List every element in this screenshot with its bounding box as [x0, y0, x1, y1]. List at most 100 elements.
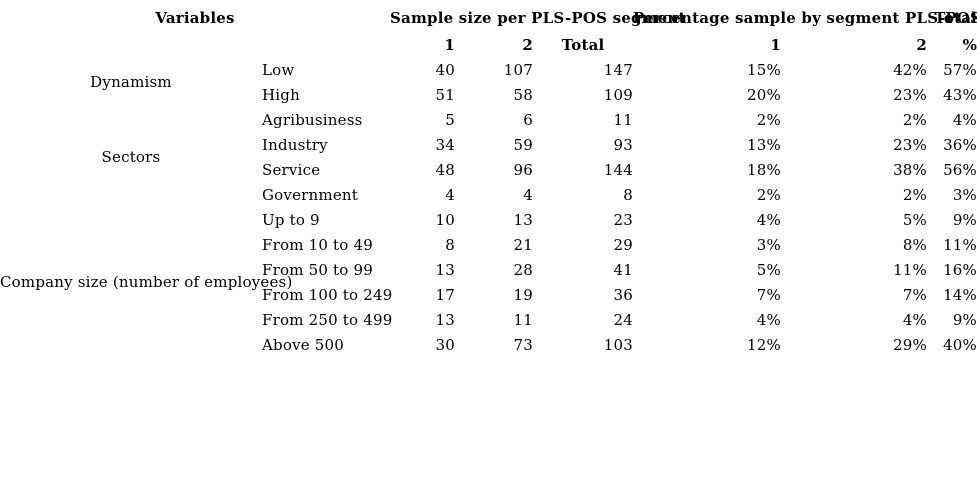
- pct2-cell: 38%: [893, 160, 928, 179]
- subheader-total: Total: [561, 36, 605, 54]
- total-cell: 103: [603, 335, 633, 354]
- seg1-cell: 5: [445, 110, 455, 129]
- pct-total-cell: 16%: [943, 260, 977, 279]
- pct2-cell: 23%: [893, 135, 928, 154]
- pct1-cell: 7%: [756, 285, 781, 304]
- pct2-cell: 23%: [893, 85, 928, 104]
- seg2-cell: 107: [503, 60, 533, 79]
- pct-total-cell: 4%: [952, 110, 977, 129]
- total-cell: 147: [603, 60, 633, 79]
- pct-total-cell: 14%: [943, 285, 977, 304]
- table-row-high: High 51 58 109 20% 23% 43%: [0, 82, 977, 107]
- seg2-cell: 58: [513, 85, 533, 104]
- category-cell: From 10 to 49: [262, 235, 373, 254]
- pct1-cell: 5%: [756, 260, 781, 279]
- table-row-from-250-to-499: From 250 to 499 13 11 24 4% 4% 9%: [0, 307, 977, 332]
- table-row-government: Government 4 4 8 2% 2% 3%: [0, 182, 977, 207]
- pct1-cell: 20%: [747, 85, 781, 104]
- table-row-from-100-to-249: From 100 to 249 17 19 36 7% 7% 14%: [0, 282, 977, 307]
- pct2-cell: 42%: [893, 60, 928, 79]
- table-row-above-500: Above 500 30 73 103 12% 29% 40%: [0, 332, 977, 357]
- seg1-cell: 8: [445, 235, 455, 254]
- empty-header-cell: [0, 33, 390, 57]
- pct2-cell: 11%: [893, 260, 928, 279]
- seg1-cell: 13: [435, 310, 455, 329]
- pct-total-cell: 9%: [952, 310, 977, 329]
- seg1-cell: 10: [435, 210, 455, 229]
- pct-total-cell: 40%: [943, 335, 977, 354]
- total-cell: 144: [603, 160, 633, 179]
- seg1-cell: 34: [435, 135, 455, 154]
- category-cell: Government: [262, 185, 358, 204]
- seg1-cell: 40: [435, 60, 455, 79]
- pct1-cell: 3%: [756, 235, 781, 254]
- pct1-cell: 15%: [747, 60, 781, 79]
- seg1-cell: 17: [435, 285, 455, 304]
- subheader-pct-total: %: [962, 36, 977, 54]
- pct-total-cell: 36%: [943, 135, 977, 154]
- seg1-cell: 48: [435, 160, 455, 179]
- table-row-agribusiness: Sectors Agribusiness 5 6 11 2% 2% 4%: [0, 107, 977, 167]
- percentage-column-header: Percentage sample by segment PLS-POS: [633, 9, 977, 27]
- total-cell: 23: [613, 210, 633, 229]
- seg2-cell: 19: [513, 285, 533, 304]
- seg2-cell: 28: [513, 260, 533, 279]
- pct1-cell: 4%: [756, 210, 781, 229]
- category-cell: Industry: [262, 135, 328, 154]
- total-cell: 41: [613, 260, 633, 279]
- table-row-from-50-to-99: From 50 to 99 13 28 41 5% 11% 16%: [0, 257, 977, 282]
- sample-size-column-header: Sample size per PLS-POS segment: [390, 9, 686, 27]
- category-cell: Up to 9: [262, 210, 320, 229]
- total-cell: 93: [613, 135, 633, 154]
- total-cell: 8: [623, 185, 633, 204]
- table-row-low: Dynamism Low 40 107 147 15% 42% 57%: [0, 57, 977, 92]
- total-cell: 36: [613, 285, 633, 304]
- category-cell: From 50 to 99: [262, 260, 373, 279]
- pct2-cell: 5%: [902, 210, 928, 229]
- total-cell: 109: [603, 85, 633, 104]
- category-cell: Above 500: [262, 335, 345, 354]
- pct-total-cell: 11%: [943, 235, 977, 254]
- seg1-cell: 30: [435, 335, 455, 354]
- pct-total-cell: 3%: [952, 185, 977, 204]
- pct-total-cell: 43%: [943, 85, 977, 104]
- pct2-cell: 29%: [893, 335, 928, 354]
- seg2-cell: 73: [513, 335, 533, 354]
- pct2-cell: 2%: [902, 110, 928, 129]
- total-cell: 24: [613, 310, 633, 329]
- total-cell: 29: [613, 235, 633, 254]
- seg2-cell: 59: [513, 135, 533, 154]
- pct2-cell: 2%: [902, 185, 928, 204]
- table-row-up-to-9: Company size (number of employees) Up to…: [0, 207, 977, 292]
- pls-pos-sample-table: Variables Sample size per PLS-POS segmen…: [0, 3, 977, 357]
- subheader-segment2: 2: [522, 36, 533, 54]
- table-header-row-1: Variables Sample size per PLS-POS segmen…: [0, 3, 977, 33]
- subheader-pct-segment2: 2: [916, 36, 928, 54]
- subheader-pct-segment1: 1: [770, 36, 781, 54]
- pct1-cell: 2%: [756, 185, 781, 204]
- seg2-cell: 21: [513, 235, 533, 254]
- pct1-cell: 12%: [747, 335, 781, 354]
- category-cell: From 100 to 249: [262, 285, 393, 304]
- pct2-cell: 7%: [902, 285, 928, 304]
- seg2-cell: 11: [513, 310, 533, 329]
- group-label-sectors: Sectors: [101, 148, 161, 166]
- pct1-cell: 13%: [747, 135, 781, 154]
- table-row-from-10-to-49: From 10 to 49 8 21 29 3% 8% 11%: [0, 232, 977, 257]
- pct-total-cell: 57%: [943, 60, 977, 79]
- total-cell: 11: [613, 110, 633, 129]
- total-column-header: Total: [934, 9, 977, 27]
- seg1-cell: 4: [445, 185, 455, 204]
- seg1-cell: 51: [435, 85, 455, 104]
- table-header-row-2: 1 2 Total 1 2 %: [0, 33, 977, 57]
- variables-column-header: Variables: [155, 9, 235, 27]
- pct2-cell: 8%: [902, 235, 928, 254]
- seg1-cell: 13: [435, 260, 455, 279]
- seg2-cell: 4: [523, 185, 533, 204]
- pct2-cell: 4%: [902, 310, 928, 329]
- seg2-cell: 13: [513, 210, 533, 229]
- table-row-service: Service 48 96 144 18% 38% 56%: [0, 157, 977, 182]
- pct1-cell: 2%: [756, 110, 781, 129]
- pct-total-cell: 56%: [943, 160, 977, 179]
- category-cell: Agribusiness: [262, 110, 363, 129]
